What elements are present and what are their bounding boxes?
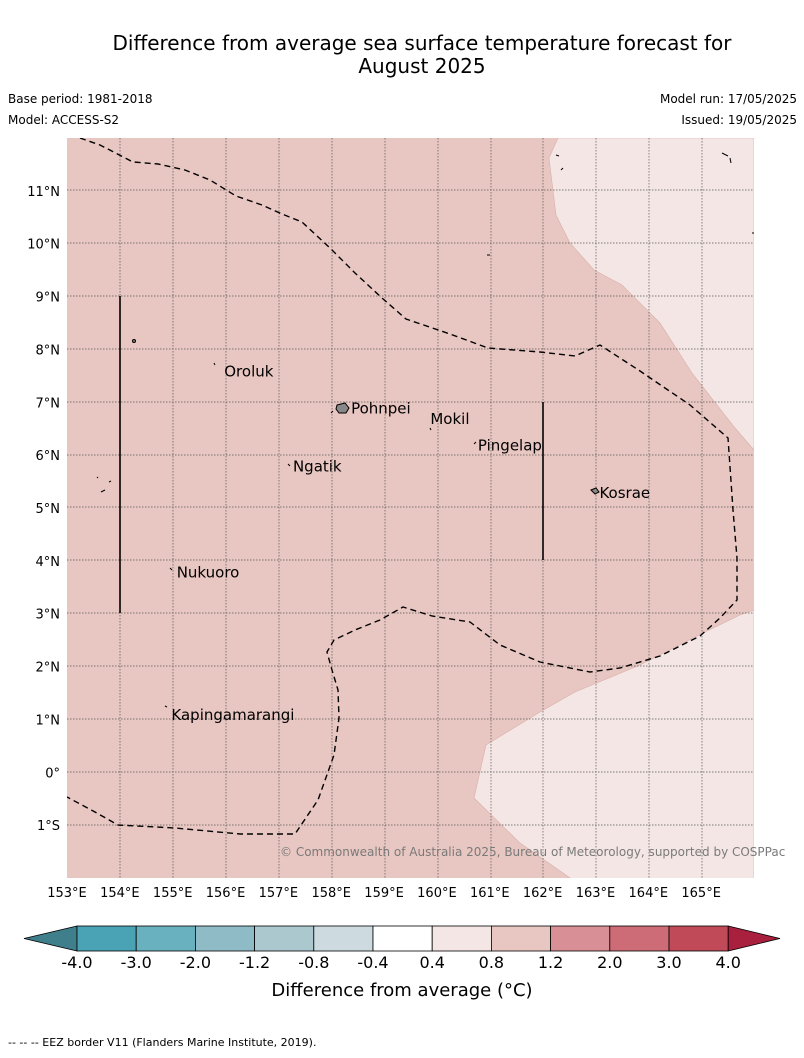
base-period-label: Base period: 1981-2018 [8,92,153,106]
model-label: Model: ACCESS-S2 [8,113,120,127]
colorbar-bin [490,925,551,952]
colorbar-tick-label: 3.0 [656,953,682,972]
colorbar-bin [668,925,729,952]
colorbar-bin [76,925,137,952]
latitude-tick-label: 5°N [36,502,61,517]
latitude-tick-label: 6°N [36,449,61,464]
colorbar-bin [372,925,433,952]
latitude-tick-label: 7°N [36,396,61,411]
place-label-pingelap: Pingelap [478,437,542,455]
colorbar-tick-label: 0.8 [478,953,505,972]
map-title: Difference from average sea surface temp… [60,32,784,78]
longitude-tick-labels: 153°E 154°E 155°E 156°E 157°E 158°E 159°E 160°E… [47,886,721,901]
longitude-tick-label: 159°E [364,886,404,901]
colorbar [23,925,781,952]
latitude-tick-label: 1°N [36,713,61,728]
latitude-tick-label: 3°N [36,608,61,623]
longitude-tick-label: 163°E [576,886,616,901]
latitude-tick-label: 1°S [37,819,60,834]
latitude-tick-label: 11°N [27,185,60,200]
colorbar-tick-label: -4.0 [61,953,93,972]
anomaly-fill-light-ne [548,138,754,451]
longitude-tick-label: 161°E [470,886,510,901]
anomaly-fill-light-se [473,609,754,878]
colorbar-tick-label: -0.8 [298,953,330,972]
colorbar-bin [431,925,492,952]
longitude-tick-label: 158°E [311,886,351,901]
place-label-ngatik: Ngatik [293,458,342,476]
longitude-tick-label: 165°E [681,886,721,901]
colorbar-bin [194,925,255,952]
colorbar-bin [609,925,670,952]
copyright-notice: © Commonwealth of Australia 2025, Bureau… [280,845,786,859]
colorbar-bin [313,925,374,952]
colorbar-bin [254,925,315,952]
longitude-tick-label: 157°E [259,886,299,901]
latitude-tick-label: 2°N [36,661,61,676]
place-label-mokil: Mokil [430,410,469,428]
colorbar-extend-low [23,925,78,952]
colorbar-tick-label: -0.4 [357,953,389,972]
place-label-oroluk: Oroluk [224,363,273,381]
eez-border [67,138,738,835]
longitude-tick-label: 162°E [523,886,563,901]
colorbar-tick-label: 4.0 [715,953,741,972]
footer-note: -- -- -- EEZ border V11 (Flanders Marine… [8,1036,317,1049]
place-label-nukuoro: Nukuoro [177,563,240,581]
title-line-1: Difference from average sea surface temp… [112,31,732,55]
colorbar-extend-high [727,925,781,952]
colorbar-tick-label: 0.4 [419,953,445,972]
longitude-tick-label: 153°E [47,886,87,901]
longitude-tick-label: 154°E [100,886,140,901]
coastlines [96,152,754,708]
place-label-pohnpei: Pohnpei [351,400,411,418]
longitude-tick-label: 160°E [417,886,457,901]
colorbar-tick-label: -2.0 [179,953,211,972]
colorbar-tick-label: -3.0 [120,953,152,972]
colorbar-tick-label: 1.2 [537,953,564,972]
latitude-tick-label: 4°N [36,555,61,570]
model-run-label: Model run: 17/05/2025 [659,92,797,106]
longitude-tick-label: 155°E [153,886,193,901]
issued-label: Issued: 19/05/2025 [681,113,797,127]
islet-shape [132,339,136,343]
colorbar-tick-label: -1.2 [238,953,271,972]
place-label-kosrae: Kosrae [599,484,650,502]
place-label-kapingamarangi: Kapingamarangi [171,706,294,724]
latitude-tick-label: 0° [45,766,60,781]
kosrae-island-shape [590,487,600,495]
pohnpei-island-shape [335,402,350,414]
colorbar-tick-label: 2.0 [597,953,623,972]
latitude-tick-label: 9°N [36,291,61,306]
colorbar-title: Difference from average (°C) [271,980,533,1001]
colorbar-bin [550,925,611,952]
longitude-tick-label: 156°E [206,886,246,901]
latitude-tick-label: 8°N [36,343,61,358]
latitude-tick-label: 10°N [27,238,60,253]
longitude-tick-label: 164°E [629,886,669,901]
title-line-2: August 2025 [358,54,486,78]
place-labels: Oroluk Pohnpei Mokil Pingelap Ngatik Kosrae Nu… [171,363,650,725]
colorbar-bin [135,925,196,952]
latitude-tick-labels: 11°N 10°N 9°N 8°N 7°N 6°N 5°N 4°N 3°N 2°N 1°N 0° 1°S [27,185,60,834]
